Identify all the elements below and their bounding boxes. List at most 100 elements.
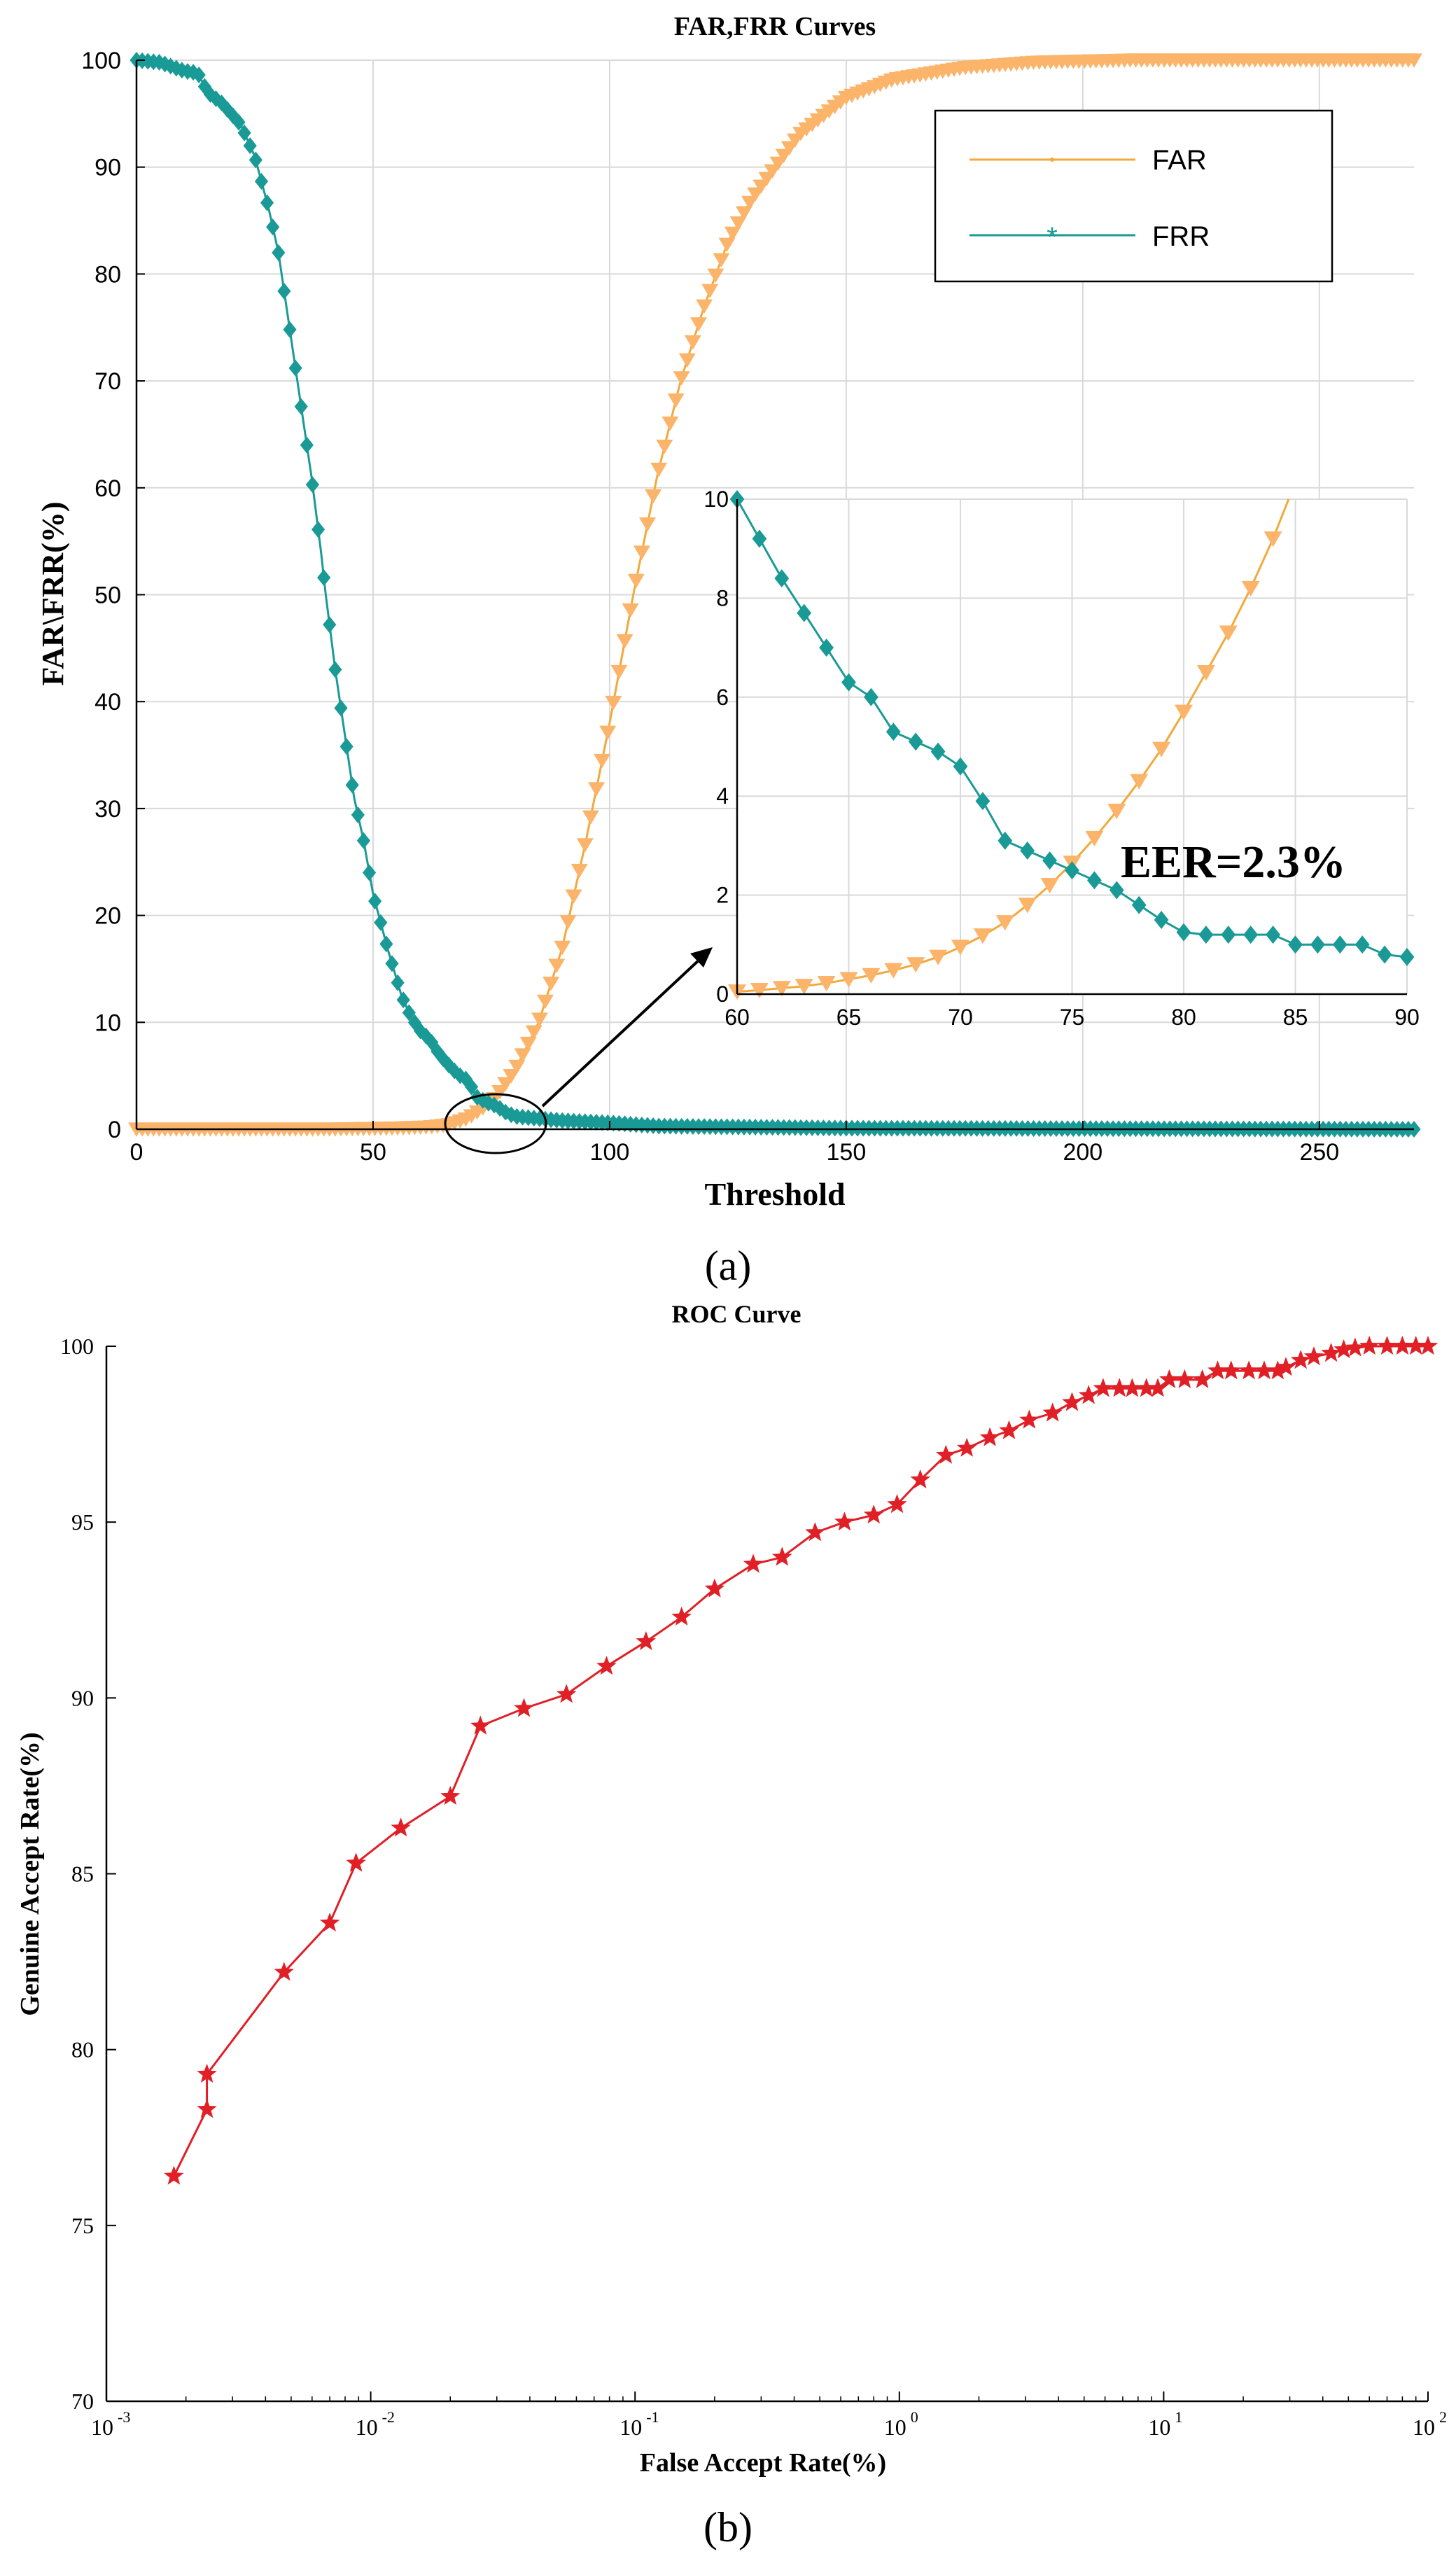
frr-marker: [504, 1106, 518, 1124]
frr-marker: [209, 90, 223, 107]
far-frr-chart: FAR,FRR Curves 0 50 100 150 200 250 010203040…: [36, 12, 1422, 1212]
frr-marker: [169, 60, 183, 77]
roc-marker: [671, 1606, 692, 1626]
roc-marker: [1275, 1357, 1296, 1376]
far-marker: [1406, 53, 1422, 68]
roc-marker: [1062, 1392, 1082, 1411]
far-marker: [662, 416, 679, 431]
roc-marker: [1093, 1378, 1114, 1397]
roc-marker: [1147, 1378, 1168, 1397]
frr-marker: [379, 935, 393, 953]
inset-far-marker: [772, 981, 791, 997]
far-marker: [622, 603, 639, 618]
inset-axes: [736, 499, 1407, 996]
inset-y-tick-label: 8: [716, 585, 729, 610]
roc-x-tick-exponent: 2: [1439, 2408, 1447, 2426]
inset-frr-marker: [953, 757, 968, 776]
eer-highlight-ellipse: [444, 1093, 547, 1154]
far-marker: [690, 317, 707, 332]
frr-marker: [192, 67, 206, 84]
inset-frr-marker: [1109, 881, 1124, 900]
roc-y-tick-label: 100: [60, 1334, 94, 1359]
y-tick-label: 30: [94, 796, 121, 823]
chart-b-title: ROC Curve: [672, 1300, 802, 1328]
roc-marker: [1238, 1360, 1259, 1380]
inset-far-marker: [1241, 580, 1260, 596]
roc-marker: [1042, 1402, 1063, 1422]
inset-frr-marker: [864, 687, 878, 706]
roc-marker: [704, 1578, 725, 1598]
roc-x-tick-label: 10: [1148, 2415, 1170, 2440]
legend-box: [934, 109, 1334, 283]
frr-marker: [351, 806, 365, 824]
inset-x-tick-label: 70: [948, 1005, 973, 1030]
roc-marker: [164, 2165, 184, 2185]
frr-marker: [215, 95, 229, 112]
roc-marker: [556, 1684, 577, 1703]
frr-marker: [396, 991, 410, 1009]
legend-far-label: FAR: [1152, 145, 1207, 176]
roc-x-tick-exponent: -3: [118, 2408, 130, 2426]
inset-frr-marker: [997, 831, 1013, 850]
roc-y-tick-label: 75: [71, 2213, 94, 2238]
frr-marker: [317, 569, 331, 587]
far-marker: [554, 940, 571, 956]
far-marker: [667, 393, 685, 408]
frr-marker: [248, 151, 262, 169]
inset-x-tick-label: 75: [1060, 1005, 1085, 1030]
roc-chart: ROC Curve 10 -3 10 -2 10 -1 10 0 10 1 10 2 70758085…: [15, 1300, 1447, 2478]
far-marker: [582, 810, 599, 825]
inset-far-marker: [1152, 741, 1171, 757]
far-marker: [724, 226, 741, 242]
frr-marker: [391, 974, 405, 991]
x-tick-label: 50: [360, 1139, 386, 1166]
inset-x-tick-label: 60: [724, 1005, 750, 1030]
roc-marker: [1221, 1360, 1242, 1380]
inset-y-ticks: 0 2 4 6 8 10: [704, 487, 729, 1007]
frr-marker: [294, 398, 308, 415]
far-marker: [639, 517, 656, 532]
frr-marker: [453, 1067, 467, 1084]
y-tick-label: 50: [94, 582, 121, 609]
inset-far-marker: [906, 957, 925, 973]
far-marker: [701, 284, 719, 299]
far-marker: [610, 664, 628, 680]
roc-marker: [772, 1546, 792, 1566]
far-marker: [559, 915, 577, 930]
far-marker: [508, 1059, 526, 1075]
inset-far-marker: [1040, 878, 1059, 894]
roc-x-tick-label: 10: [1413, 2415, 1435, 2440]
roc-marker: [636, 1631, 657, 1651]
roc-x-tick-exponent: 1: [1175, 2408, 1182, 2426]
inset-x-tick-label: 85: [1283, 1005, 1308, 1030]
inset-frr-marker: [1310, 935, 1325, 954]
roc-marker: [1175, 1369, 1195, 1388]
frr-marker: [305, 476, 320, 494]
far-marker: [678, 353, 696, 368]
roc-marker: [1345, 1337, 1366, 1357]
far-marker: [684, 335, 701, 350]
inset-far-marker: [750, 982, 769, 999]
roc-marker: [440, 1786, 461, 1806]
far-marker: [519, 1036, 537, 1052]
far-marker: [645, 489, 662, 504]
chart-b-x-axis-label: False Accept Rate(%): [640, 2448, 886, 2478]
inset-far-marker: [929, 949, 948, 965]
inset-x-tick-label: 80: [1171, 1005, 1196, 1030]
far-marker: [673, 371, 690, 386]
roc-marker: [1418, 1336, 1438, 1355]
legend-frr-marker: *: [1046, 222, 1058, 253]
roc-marker: [1078, 1385, 1099, 1404]
eer-annotation: EER=2.3%: [1121, 837, 1346, 888]
far-marker: [594, 753, 611, 769]
roc-marker: [1122, 1378, 1142, 1397]
inset-frr-marker: [774, 569, 790, 588]
roc-marker: [274, 1962, 294, 1981]
inset-frr-marker: [841, 673, 856, 692]
roc-x-tick-label: 10: [356, 2415, 378, 2440]
far-marker: [542, 977, 560, 991]
roc-x-tick-exponent: 0: [911, 2408, 918, 2426]
inset-frr-marker: [930, 742, 946, 761]
frr-marker: [288, 359, 302, 377]
